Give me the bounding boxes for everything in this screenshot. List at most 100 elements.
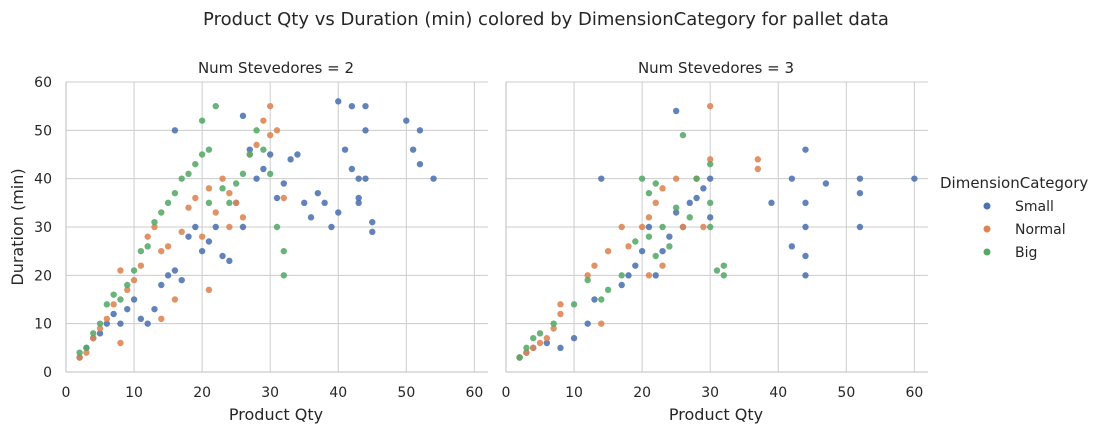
legend: DimensionCategory Small Normal Big [940,174,1088,261]
data-point [659,223,666,231]
x-tick-label: 10 [565,385,583,401]
series-small [76,98,437,361]
y-tick-label: 60 [34,75,52,91]
data-point [530,344,537,352]
x-tick-label: 20 [193,385,211,401]
data-point [788,243,796,250]
data-point [672,175,680,182]
data-point [294,151,301,158]
data-point [706,156,714,163]
data-point [314,189,322,197]
data-point [253,175,260,182]
data-point [117,339,124,347]
data-point [239,170,247,178]
data-point [591,296,598,303]
data-point [137,262,145,269]
data-point [164,199,172,207]
data-point [911,175,918,182]
data-point [266,170,274,178]
data-point [307,214,315,221]
data-point [550,320,557,327]
series-big [516,131,728,361]
data-point [754,165,762,173]
data-point [96,320,104,327]
data-point [192,160,199,168]
data-point [550,325,557,332]
facet-title: Num Stevedores = 2 [198,59,354,77]
data-point [652,252,659,260]
data-point [192,223,199,231]
data-point [151,305,158,313]
data-point [659,247,666,255]
data-point [362,127,369,134]
data-point [604,247,612,255]
y-tick-label: 30 [34,220,52,236]
data-point [151,223,158,231]
x-tick-label: 0 [62,385,71,401]
data-point [280,180,288,187]
x-tick-label: 20 [633,385,651,401]
data-point [137,247,145,255]
y-tick-label: 50 [34,123,52,139]
data-point [253,127,260,134]
y-tick-label: 40 [34,172,52,188]
data-point [369,218,376,226]
facet-panel-2-stevedores: Num Stevedores = 2 0 10 20 30 40 50 60 0 10 20 30 4… [34,59,488,401]
data-point [280,247,288,255]
legend-marker-small [983,202,991,210]
data-point [266,102,274,110]
data-point [328,223,335,231]
data-point [348,102,356,110]
x-tick-label: 0 [502,385,511,401]
data-point [205,146,213,153]
data-point [226,189,233,197]
data-point [260,146,267,153]
data-point [239,214,247,221]
data-point [523,344,530,352]
data-point [645,189,653,197]
x-tick-label: 30 [261,385,279,401]
data-point [754,156,762,163]
data-point [171,127,179,134]
data-point [219,175,226,182]
data-point [638,175,646,182]
data-point [246,146,253,153]
data-point [151,218,158,226]
data-point [110,310,117,318]
data-point [416,127,424,134]
data-point [253,141,260,149]
data-point [584,320,591,327]
data-point [666,243,673,250]
data-point [117,320,124,327]
data-point [706,199,714,207]
data-point [117,296,124,303]
data-point [130,267,138,274]
data-point [158,209,165,216]
data-point [700,223,707,231]
data-point [335,98,342,105]
data-point [185,204,192,211]
data-point [239,223,247,231]
data-point [260,165,267,173]
data-point [625,243,632,250]
data-point [117,267,124,274]
data-point [523,349,530,356]
data-point [645,223,653,231]
data-point [530,334,537,342]
data-point [90,334,97,342]
data-point [557,310,564,318]
facet-panel-3-stevedores: Num Stevedores = 3 0 10 20 30 40 50 60 [502,59,928,401]
data-point [171,267,179,274]
data-point [638,223,646,231]
data-point [185,233,192,240]
legend-label-normal: Normal [1015,222,1066,238]
data-point [355,194,362,202]
data-point [543,334,551,342]
data-point [212,102,219,110]
data-point [788,175,796,182]
data-point [536,339,544,347]
data-point [219,185,226,192]
data-point [679,223,687,231]
legend-title: DimensionCategory [940,174,1088,192]
